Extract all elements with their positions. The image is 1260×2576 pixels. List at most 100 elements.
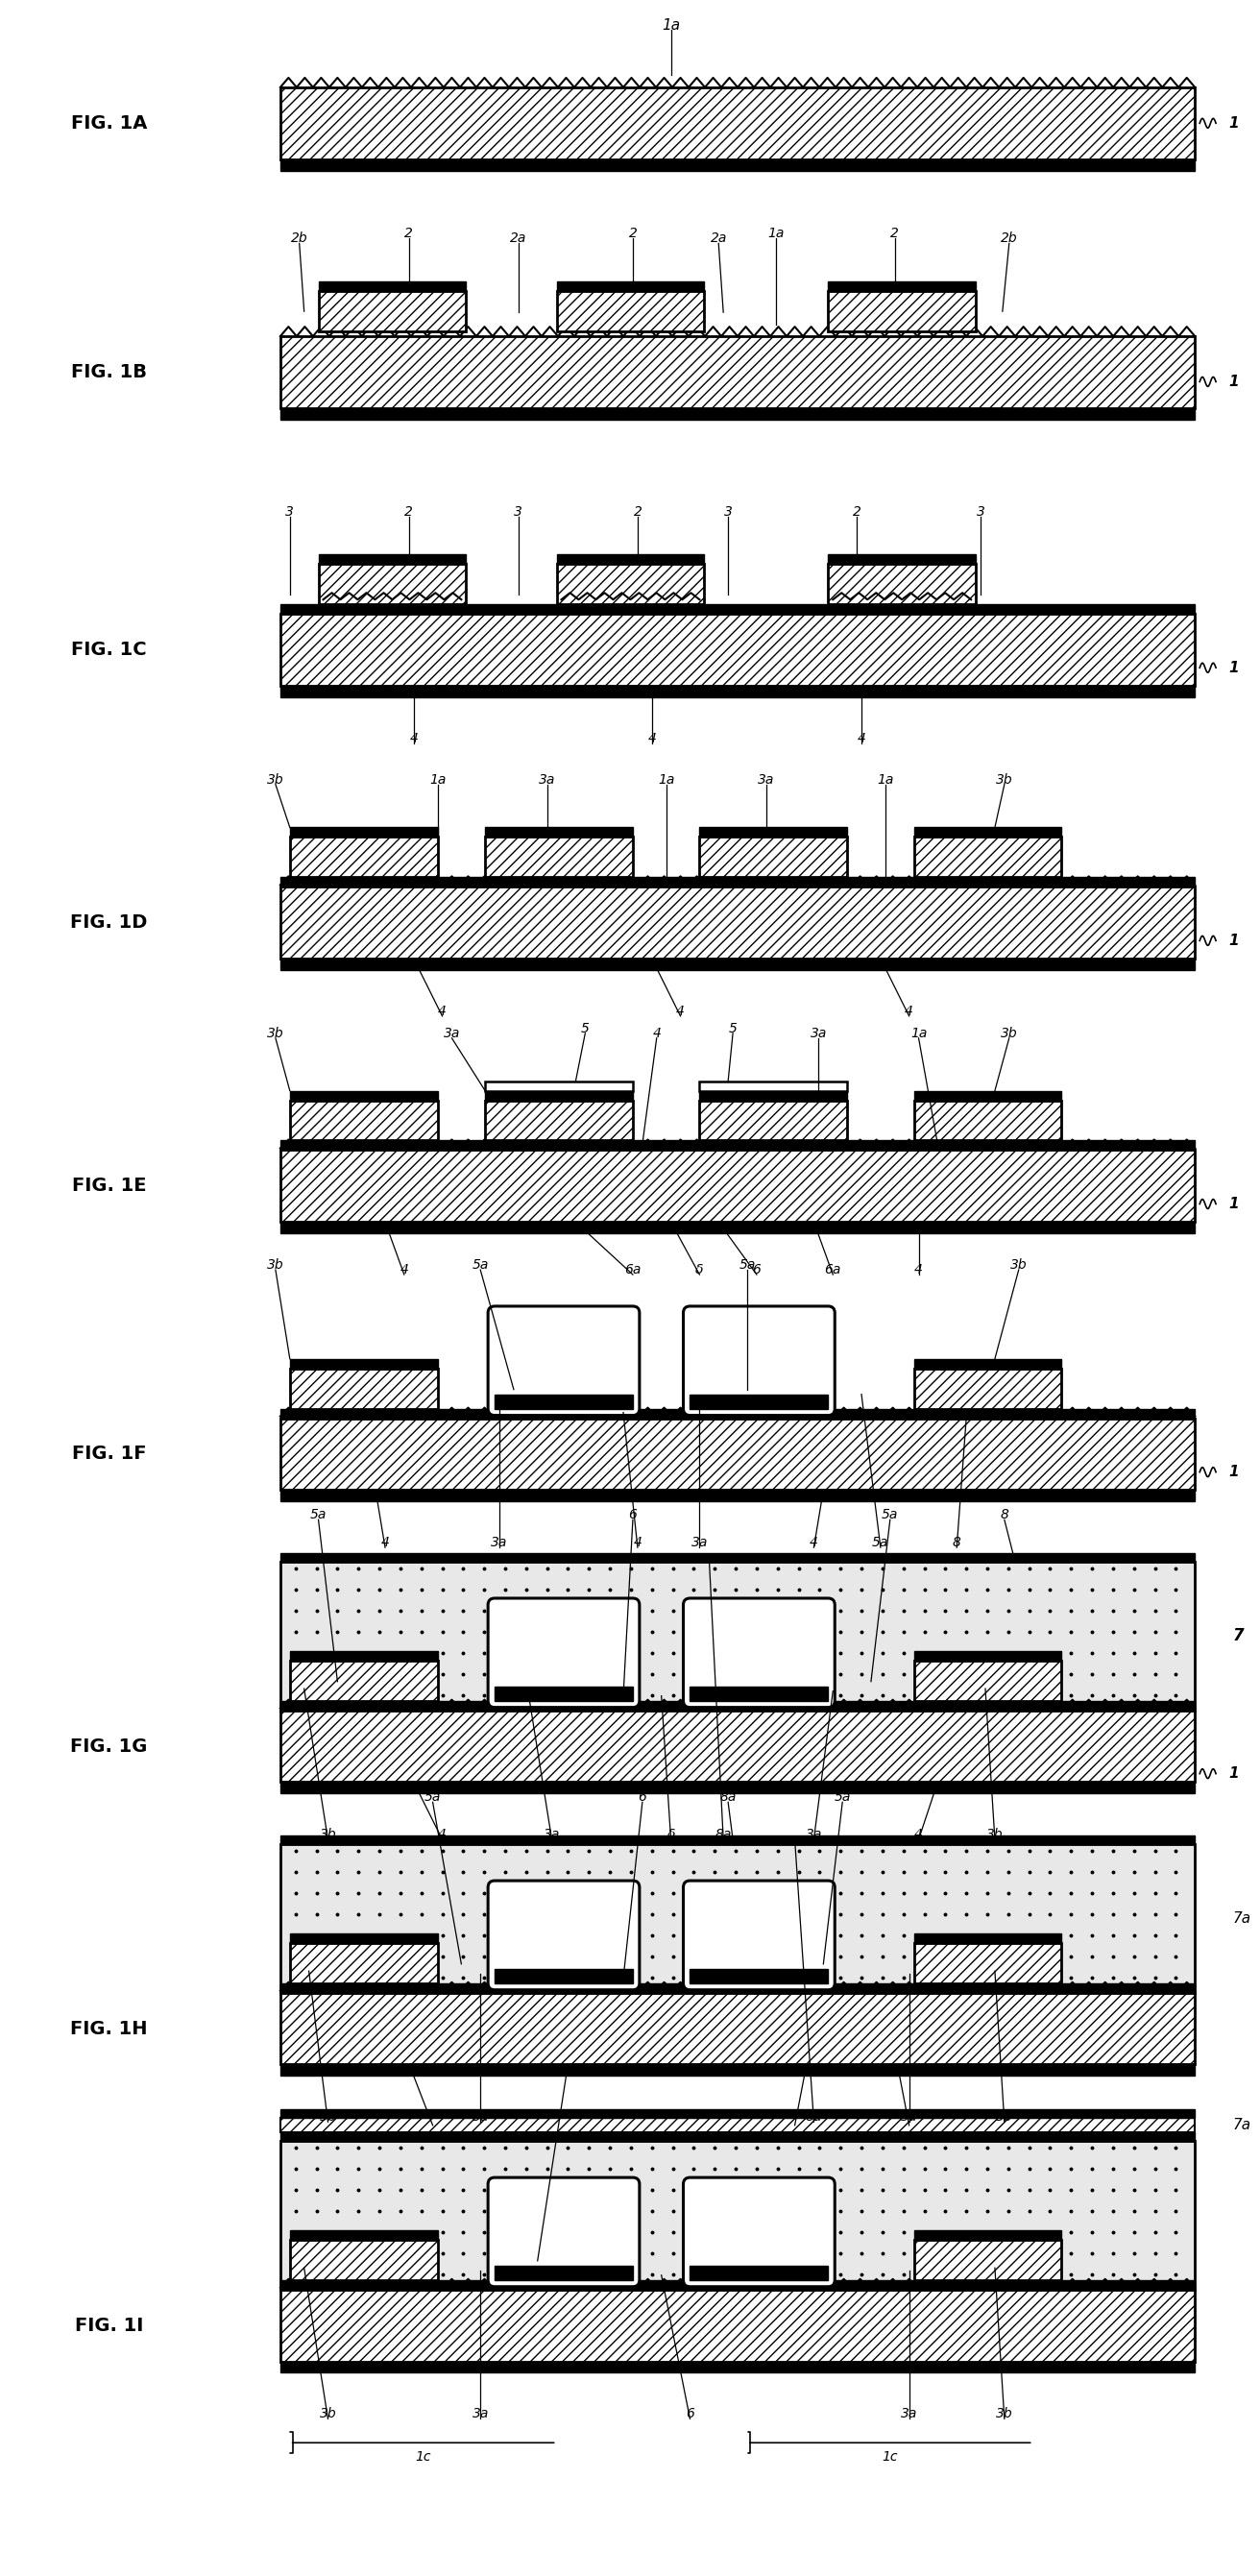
Text: 5a: 5a — [310, 1507, 326, 1522]
Bar — [913, 1100, 1062, 1141]
Bar — [280, 2362, 1194, 2372]
Bar — [280, 2141, 1194, 2290]
Text: 1c: 1c — [416, 2450, 431, 2463]
Text: 5a: 5a — [882, 1507, 898, 1522]
Text: 1a: 1a — [658, 773, 674, 786]
Text: 3a: 3a — [692, 1535, 708, 1548]
Bar — [495, 2267, 633, 2280]
Text: 2: 2 — [891, 227, 900, 240]
Text: 5a: 5a — [472, 1257, 489, 1273]
Text: 3b: 3b — [1000, 1028, 1018, 1041]
Text: 3a: 3a — [810, 1028, 827, 1041]
Bar — [485, 1090, 633, 1100]
Bar — [280, 605, 1194, 613]
Bar — [290, 1360, 437, 1368]
Text: 7a: 7a — [1234, 2117, 1251, 2133]
Bar — [290, 827, 437, 837]
Bar — [828, 281, 975, 291]
Bar — [913, 1090, 1062, 1100]
Bar — [557, 291, 704, 332]
FancyBboxPatch shape — [488, 1597, 640, 1708]
Bar — [280, 1553, 1194, 1561]
Text: 5a: 5a — [558, 2063, 575, 2079]
Text: 8a: 8a — [719, 1790, 736, 1803]
Text: 1b: 1b — [406, 2063, 422, 2079]
Text: δ: δ — [696, 1262, 703, 1278]
Text: FIG. 1B: FIG. 1B — [71, 363, 146, 381]
Text: FIG. 1H: FIG. 1H — [71, 2020, 147, 2038]
Text: 3b: 3b — [267, 1028, 284, 1041]
Bar — [913, 2231, 1062, 2239]
Text: 3b: 3b — [995, 773, 1013, 786]
Bar — [280, 1837, 1194, 1844]
Bar — [290, 1100, 437, 1141]
Text: 3b: 3b — [995, 2409, 1013, 2421]
Bar — [280, 1783, 1194, 1793]
Bar — [280, 1221, 1194, 1234]
Bar — [280, 337, 1194, 407]
FancyBboxPatch shape — [488, 1880, 640, 1989]
Bar — [557, 564, 704, 605]
Bar — [280, 88, 1194, 160]
Text: FIG. 1I: FIG. 1I — [74, 2316, 144, 2334]
Text: 4: 4 — [653, 1028, 661, 1041]
FancyBboxPatch shape — [683, 2177, 835, 2287]
Bar — [913, 1942, 1062, 1984]
Text: 3: 3 — [514, 505, 523, 518]
Bar — [280, 2063, 1194, 2076]
Bar — [290, 1942, 437, 1984]
Bar — [280, 2290, 1194, 2362]
Text: 3a: 3a — [472, 2409, 489, 2421]
Text: 2a: 2a — [711, 232, 727, 245]
Text: 3b: 3b — [1011, 1257, 1027, 1273]
Text: 3: 3 — [723, 505, 732, 518]
Bar — [485, 837, 633, 878]
Bar — [557, 554, 704, 564]
Text: 3a: 3a — [472, 2110, 489, 2125]
Text: 4: 4 — [399, 1262, 408, 1278]
Bar — [319, 564, 466, 605]
Text: 6: 6 — [638, 1790, 646, 1803]
Bar — [319, 291, 466, 332]
Bar — [280, 1149, 1194, 1221]
Text: 2a: 2a — [510, 232, 527, 245]
Text: 7a: 7a — [1234, 1911, 1251, 1927]
Text: 6: 6 — [629, 1507, 638, 1522]
Text: 1: 1 — [1228, 933, 1239, 948]
Bar — [280, 1700, 1194, 1710]
Bar — [557, 281, 704, 291]
FancyBboxPatch shape — [683, 1880, 835, 1989]
Bar — [913, 2239, 1062, 2280]
Text: 3b: 3b — [987, 1829, 1003, 1842]
Bar — [690, 1394, 828, 1409]
Text: 3b: 3b — [320, 2110, 336, 2125]
Text: FIG. 1A: FIG. 1A — [71, 113, 147, 131]
Bar — [280, 886, 1194, 958]
Text: 1: 1 — [1228, 374, 1239, 389]
Text: FIG. 1F: FIG. 1F — [72, 1445, 146, 1463]
Bar — [280, 2133, 1194, 2141]
Text: 3a: 3a — [901, 2110, 917, 2125]
Text: δ: δ — [667, 1829, 675, 1842]
Text: 4: 4 — [438, 1829, 446, 1842]
Bar — [280, 1561, 1194, 1710]
Text: 4: 4 — [634, 1535, 641, 1548]
Text: 4: 4 — [810, 1535, 818, 1548]
Text: 1a: 1a — [662, 18, 680, 33]
Text: 1: 1 — [1228, 1466, 1239, 1479]
Text: FIG. 1G: FIG. 1G — [71, 1736, 147, 1754]
Bar — [290, 2239, 437, 2280]
Text: 2b: 2b — [291, 232, 307, 245]
Bar — [699, 837, 847, 878]
Bar — [913, 827, 1062, 837]
Text: FIG. 1D: FIG. 1D — [71, 914, 147, 933]
Text: 2: 2 — [629, 227, 638, 240]
Bar — [280, 1710, 1194, 1783]
Bar — [280, 1984, 1194, 1994]
Text: 8: 8 — [1000, 1507, 1009, 1522]
Text: 2b: 2b — [1000, 232, 1018, 245]
Bar — [699, 1090, 847, 1100]
Bar — [913, 1360, 1062, 1368]
Text: 3b: 3b — [267, 773, 284, 786]
Bar — [280, 1419, 1194, 1489]
